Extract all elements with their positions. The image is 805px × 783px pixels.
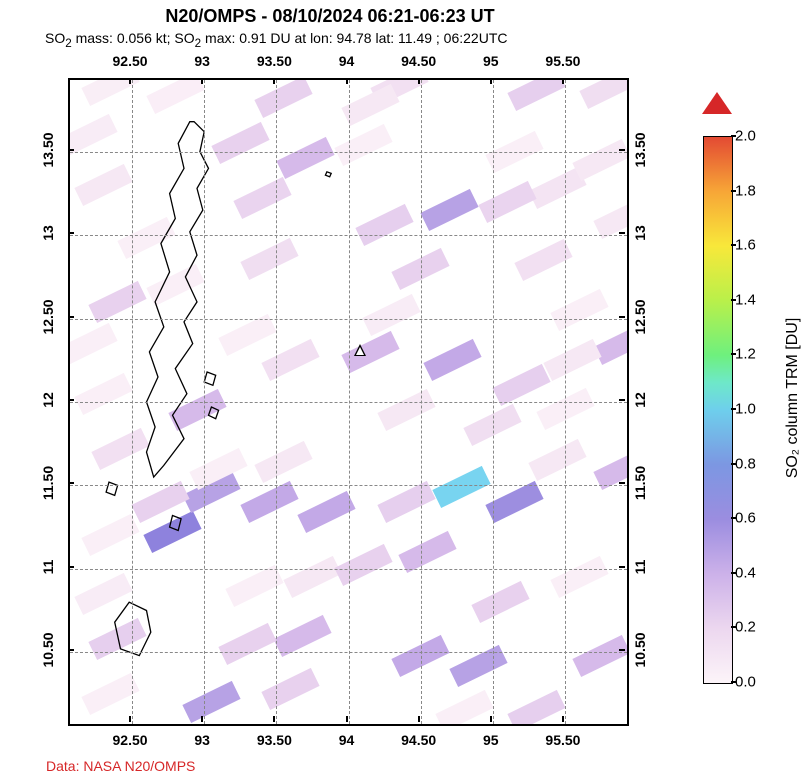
gridline-h [70,569,627,570]
tickmark [731,463,736,465]
gridline-h [70,402,627,403]
tickmark [562,716,564,722]
data-credit: Data: NASA N20/OMPS [46,758,195,774]
colorbar-over-triangle [702,92,732,114]
colorbar-tick: 0.2 [735,619,756,636]
tickmark [731,517,736,519]
tickmark [731,299,736,301]
chart-subtitle: SO2 mass: 0.056 kt; SO2 max: 0.91 DU at … [45,30,508,50]
x-tick-top: 93 [194,53,210,69]
tickmark [68,316,74,318]
tickmark [68,232,74,234]
tickmark [346,716,348,722]
tickmark [129,78,131,84]
y-tick-right: 13.50 [632,132,648,167]
colorbar: 0.00.20.40.60.81.01.21.41.61.82.0 [703,114,731,682]
tickmark [562,78,564,84]
gridline-h [70,652,627,653]
colorbar-tick: 1.8 [735,182,756,199]
y-tick-left: 11.50 [40,466,56,500]
tickmark [731,572,736,574]
tickmark [731,353,736,355]
gridline-h [70,319,627,320]
tickmark [731,626,736,628]
tickmark [68,482,74,484]
tickmark [68,566,74,568]
y-tick-left: 10.50 [40,633,56,668]
tickmark [619,566,625,568]
tickmark [418,716,420,722]
tickmark [273,716,275,722]
y-tick-right: 12.50 [632,299,648,334]
x-tick-bottom: 93 [194,732,210,748]
y-tick-right: 12 [632,392,648,408]
colorbar-tick: 1.0 [735,401,756,418]
tickmark [129,716,131,722]
tickmark [201,78,203,84]
gridline-h [70,485,627,486]
tickmark [490,78,492,84]
x-tick-bottom: 94.50 [401,732,436,748]
tickmark [619,649,625,651]
x-tick-top: 95 [483,53,499,69]
tickmark [731,135,736,137]
tickmark [68,149,74,151]
y-tick-right: 13 [632,225,648,241]
x-tick-top: 92.50 [113,53,148,69]
colorbar-tick: 1.2 [735,346,756,363]
colorbar-tick: 1.4 [735,291,756,308]
tickmark [731,190,736,192]
x-tick-bottom: 92.50 [113,732,148,748]
tickmark [201,716,203,722]
volcano-marker [354,344,366,356]
tickmark [619,482,625,484]
gridline-h [70,152,627,153]
tickmark [490,716,492,722]
y-tick-left: 13.50 [40,132,56,167]
y-tick-left: 12 [40,392,56,408]
chart-title: N20/OMPS - 08/10/2024 06:21-06:23 UT [0,6,660,27]
colorbar-tick: 0.0 [735,674,756,691]
tickmark [731,408,736,410]
tickmark [619,399,625,401]
tickmark [346,78,348,84]
colorbar-label: SO₂ column TRM [DU] [784,318,802,479]
colorbar-tick: 0.8 [735,455,756,472]
colorbar-gradient [703,136,733,684]
x-tick-top: 94.50 [401,53,436,69]
x-tick-bottom: 95.50 [545,732,580,748]
y-tick-left: 12.50 [40,299,56,334]
x-tick-bottom: 95 [483,732,499,748]
map-frame [68,78,629,726]
y-tick-right: 10.50 [632,633,648,668]
tickmark [619,316,625,318]
tickmark [418,78,420,84]
tickmark [619,149,625,151]
y-tick-left: 13 [40,225,56,241]
tickmark [731,681,736,683]
y-tick-right: 11.50 [632,466,648,500]
tickmark [68,649,74,651]
tickmark [273,78,275,84]
x-tick-bottom: 94 [339,732,355,748]
y-tick-right: 11 [632,559,648,574]
tickmark [731,244,736,246]
x-tick-bottom: 93.50 [257,732,292,748]
y-tick-left: 11 [40,559,56,574]
x-tick-top: 95.50 [545,53,580,69]
colorbar-tick: 1.6 [735,237,756,254]
x-tick-top: 93.50 [257,53,292,69]
colorbar-tick: 0.6 [735,510,756,527]
tickmark [619,232,625,234]
colorbar-tick: 0.4 [735,564,756,581]
x-tick-top: 94 [339,53,355,69]
tickmark [68,399,74,401]
colorbar-tick: 2.0 [735,128,756,145]
gridline-h [70,235,627,236]
